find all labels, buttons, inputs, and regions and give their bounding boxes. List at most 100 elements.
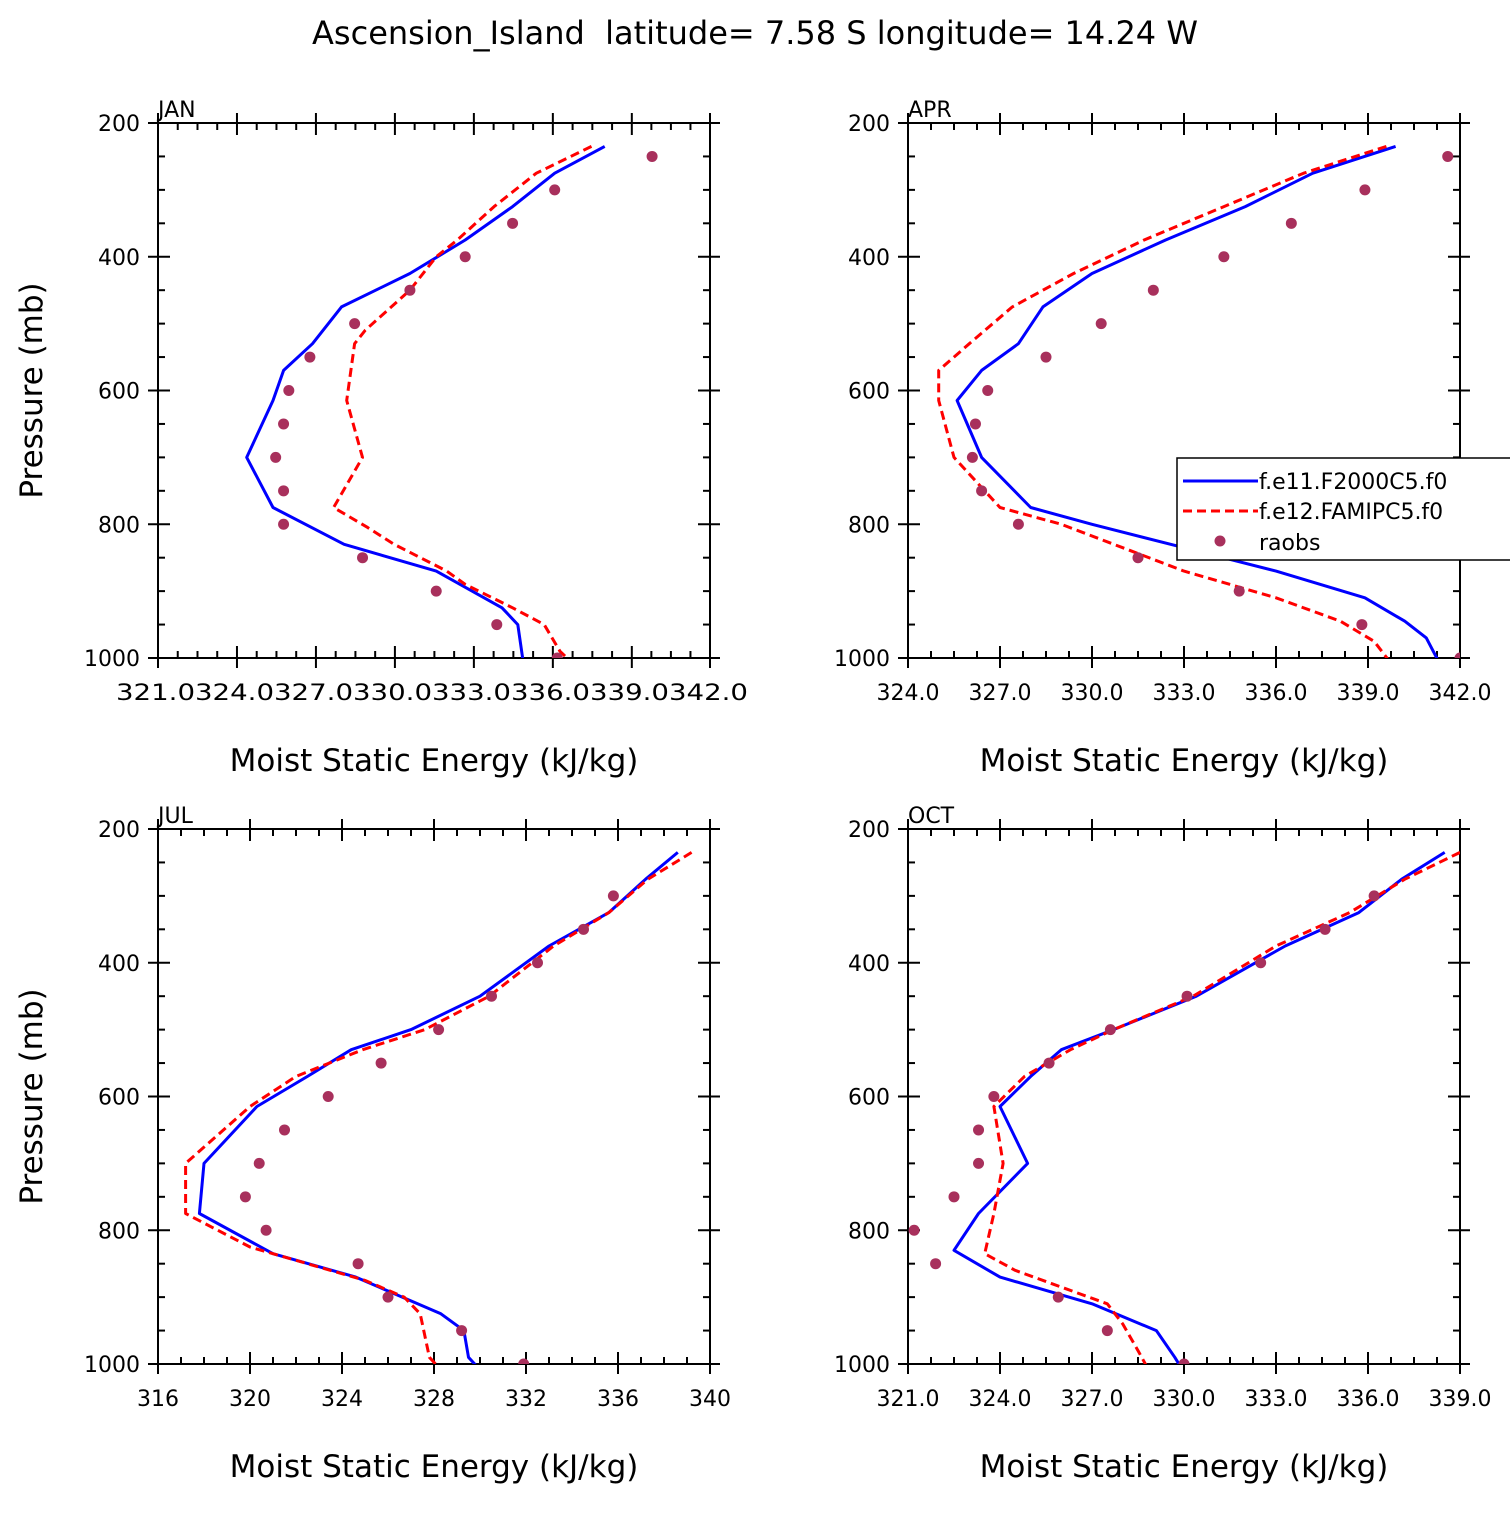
model-line-famipc5 [983,851,1460,1364]
raobs-point [976,485,988,497]
raobs-point [283,385,295,396]
raobs-point [607,890,619,902]
raobs-point [382,1291,394,1303]
plot-frame [157,122,711,659]
model-line-f2000c5 [955,144,1439,658]
x-tick-label: 320 [229,1387,271,1412]
panel-label: JAN [156,98,196,123]
raobs-point [966,451,978,463]
raobs-point [1101,1325,1113,1337]
x-tick-label: 333.0 [1245,1387,1308,1412]
x-tick-label: 336 [597,1387,639,1412]
raobs-point [930,1258,942,1270]
raobs-point [982,385,994,396]
x-tick-label: 332 [505,1387,547,1412]
y-tick-label: 1000 [84,1353,140,1378]
panel-label: OCT [908,804,955,829]
panel-apr: APR 200 400 600 800 1000 324.0 327.0 330.0 333.0 3… [834,98,1491,779]
y-tick-label: 400 [848,952,890,977]
raobs-point [1052,1291,1064,1303]
y-tick-label: 600 [98,380,140,405]
series-group [245,145,658,658]
y-tick-label: 400 [98,246,140,271]
raobs-point [1181,990,1193,1002]
panel-jan: JAN 200 400 600 800 1000 321.0324.0327.0330.03… [14,98,748,779]
raobs-point [278,418,290,430]
raobs-point [456,1325,468,1337]
raobs-point [357,552,369,564]
raobs-point [1132,552,1144,564]
y-tick-label: 600 [848,1086,890,1111]
model-line-f2000c5 [952,851,1446,1364]
x-tick-label: 342.0 [1429,681,1492,706]
y-tick-label: 200 [848,112,890,137]
x-tick-label: 339.0 [1429,1387,1492,1412]
panel-jul: JUL 200 400 600 800 1000 316 320 324 328 332 336 340… [14,804,731,1485]
raobs-point [349,318,361,330]
y-tick-label: 1000 [84,647,140,672]
raobs-point [1359,184,1371,196]
panel-oct: OCT 200 400 600 800 1000 321.0 324.0 327.0 330.0 3… [834,804,1491,1485]
raobs-point [973,1157,985,1169]
raobs-point [1255,957,1267,969]
raobs-point [551,652,563,658]
raobs-point [1178,1358,1190,1364]
x-tick-label: 324.0 [969,1387,1032,1412]
raobs-point [969,418,981,430]
raobs-point [1233,585,1245,597]
legend-box [1176,457,1510,561]
legend: f.e11.F2000C5.f0 f.e12.FAMIPC5.f0 raobs [1176,457,1510,561]
y-tick-label: 600 [98,1086,140,1111]
x-tick-label: 324.0 [877,681,940,706]
y-tick-label: 400 [848,246,890,271]
raobs-point [1147,284,1159,296]
y-tick-label: 400 [98,952,140,977]
x-tick-label: 336.0 [1245,681,1308,706]
raobs-point [1454,652,1460,658]
raobs-point [253,1157,265,1169]
raobs-point [279,1124,290,1136]
y-axis-title: Pressure (mb) [14,988,50,1204]
series-group [937,144,1460,658]
y-axis-title: Pressure (mb) [14,282,50,498]
figure-title: Ascension_Island latitude= 7.58 S longit… [312,14,1198,52]
raobs-point [518,1358,530,1364]
raobs-point [1368,890,1380,902]
y-tick-label: 200 [848,818,890,843]
raobs-point [973,1124,985,1136]
raobs-point [1095,318,1107,330]
series-group [184,851,693,1364]
raobs-point [260,1224,272,1236]
raobs-point [507,217,519,229]
raobs-point [948,1191,960,1203]
x-tick-label: 330.0 [1153,1387,1216,1412]
x-axis-title: Moist Static Energy (kJ/kg) [230,1449,639,1485]
raobs-point [486,990,497,1002]
y-tick-label: 600 [848,380,890,405]
model-line-famipc5 [184,851,693,1364]
x-axis-title: Moist Static Energy (kJ/kg) [980,743,1389,779]
raobs-point [491,619,503,631]
y-tick-label: 800 [848,1219,890,1244]
model-line-famipc5 [332,145,593,658]
raobs-point [549,184,561,196]
raobs-point [352,1258,364,1270]
legend-marker-raobs [1214,535,1226,547]
y-tick-label: 200 [98,818,140,843]
raobs-point [1285,217,1297,229]
legend-label: f.e11.F2000C5.f0 [1259,470,1447,495]
x-tick-label: 336.0 [1337,1387,1400,1412]
raobs-point [433,1024,445,1036]
raobs-point [1218,251,1230,263]
raobs-point [304,351,316,363]
x-axis-title: Moist Static Energy (kJ/kg) [230,743,639,779]
model-line-f2000c5 [197,851,679,1364]
raobs-point [322,1091,334,1102]
y-tick-label: 200 [98,112,140,137]
panel-label: JUL [156,804,194,829]
raobs-point [988,1091,1000,1102]
y-tick-label: 800 [98,1219,140,1244]
raobs-point [532,957,543,969]
